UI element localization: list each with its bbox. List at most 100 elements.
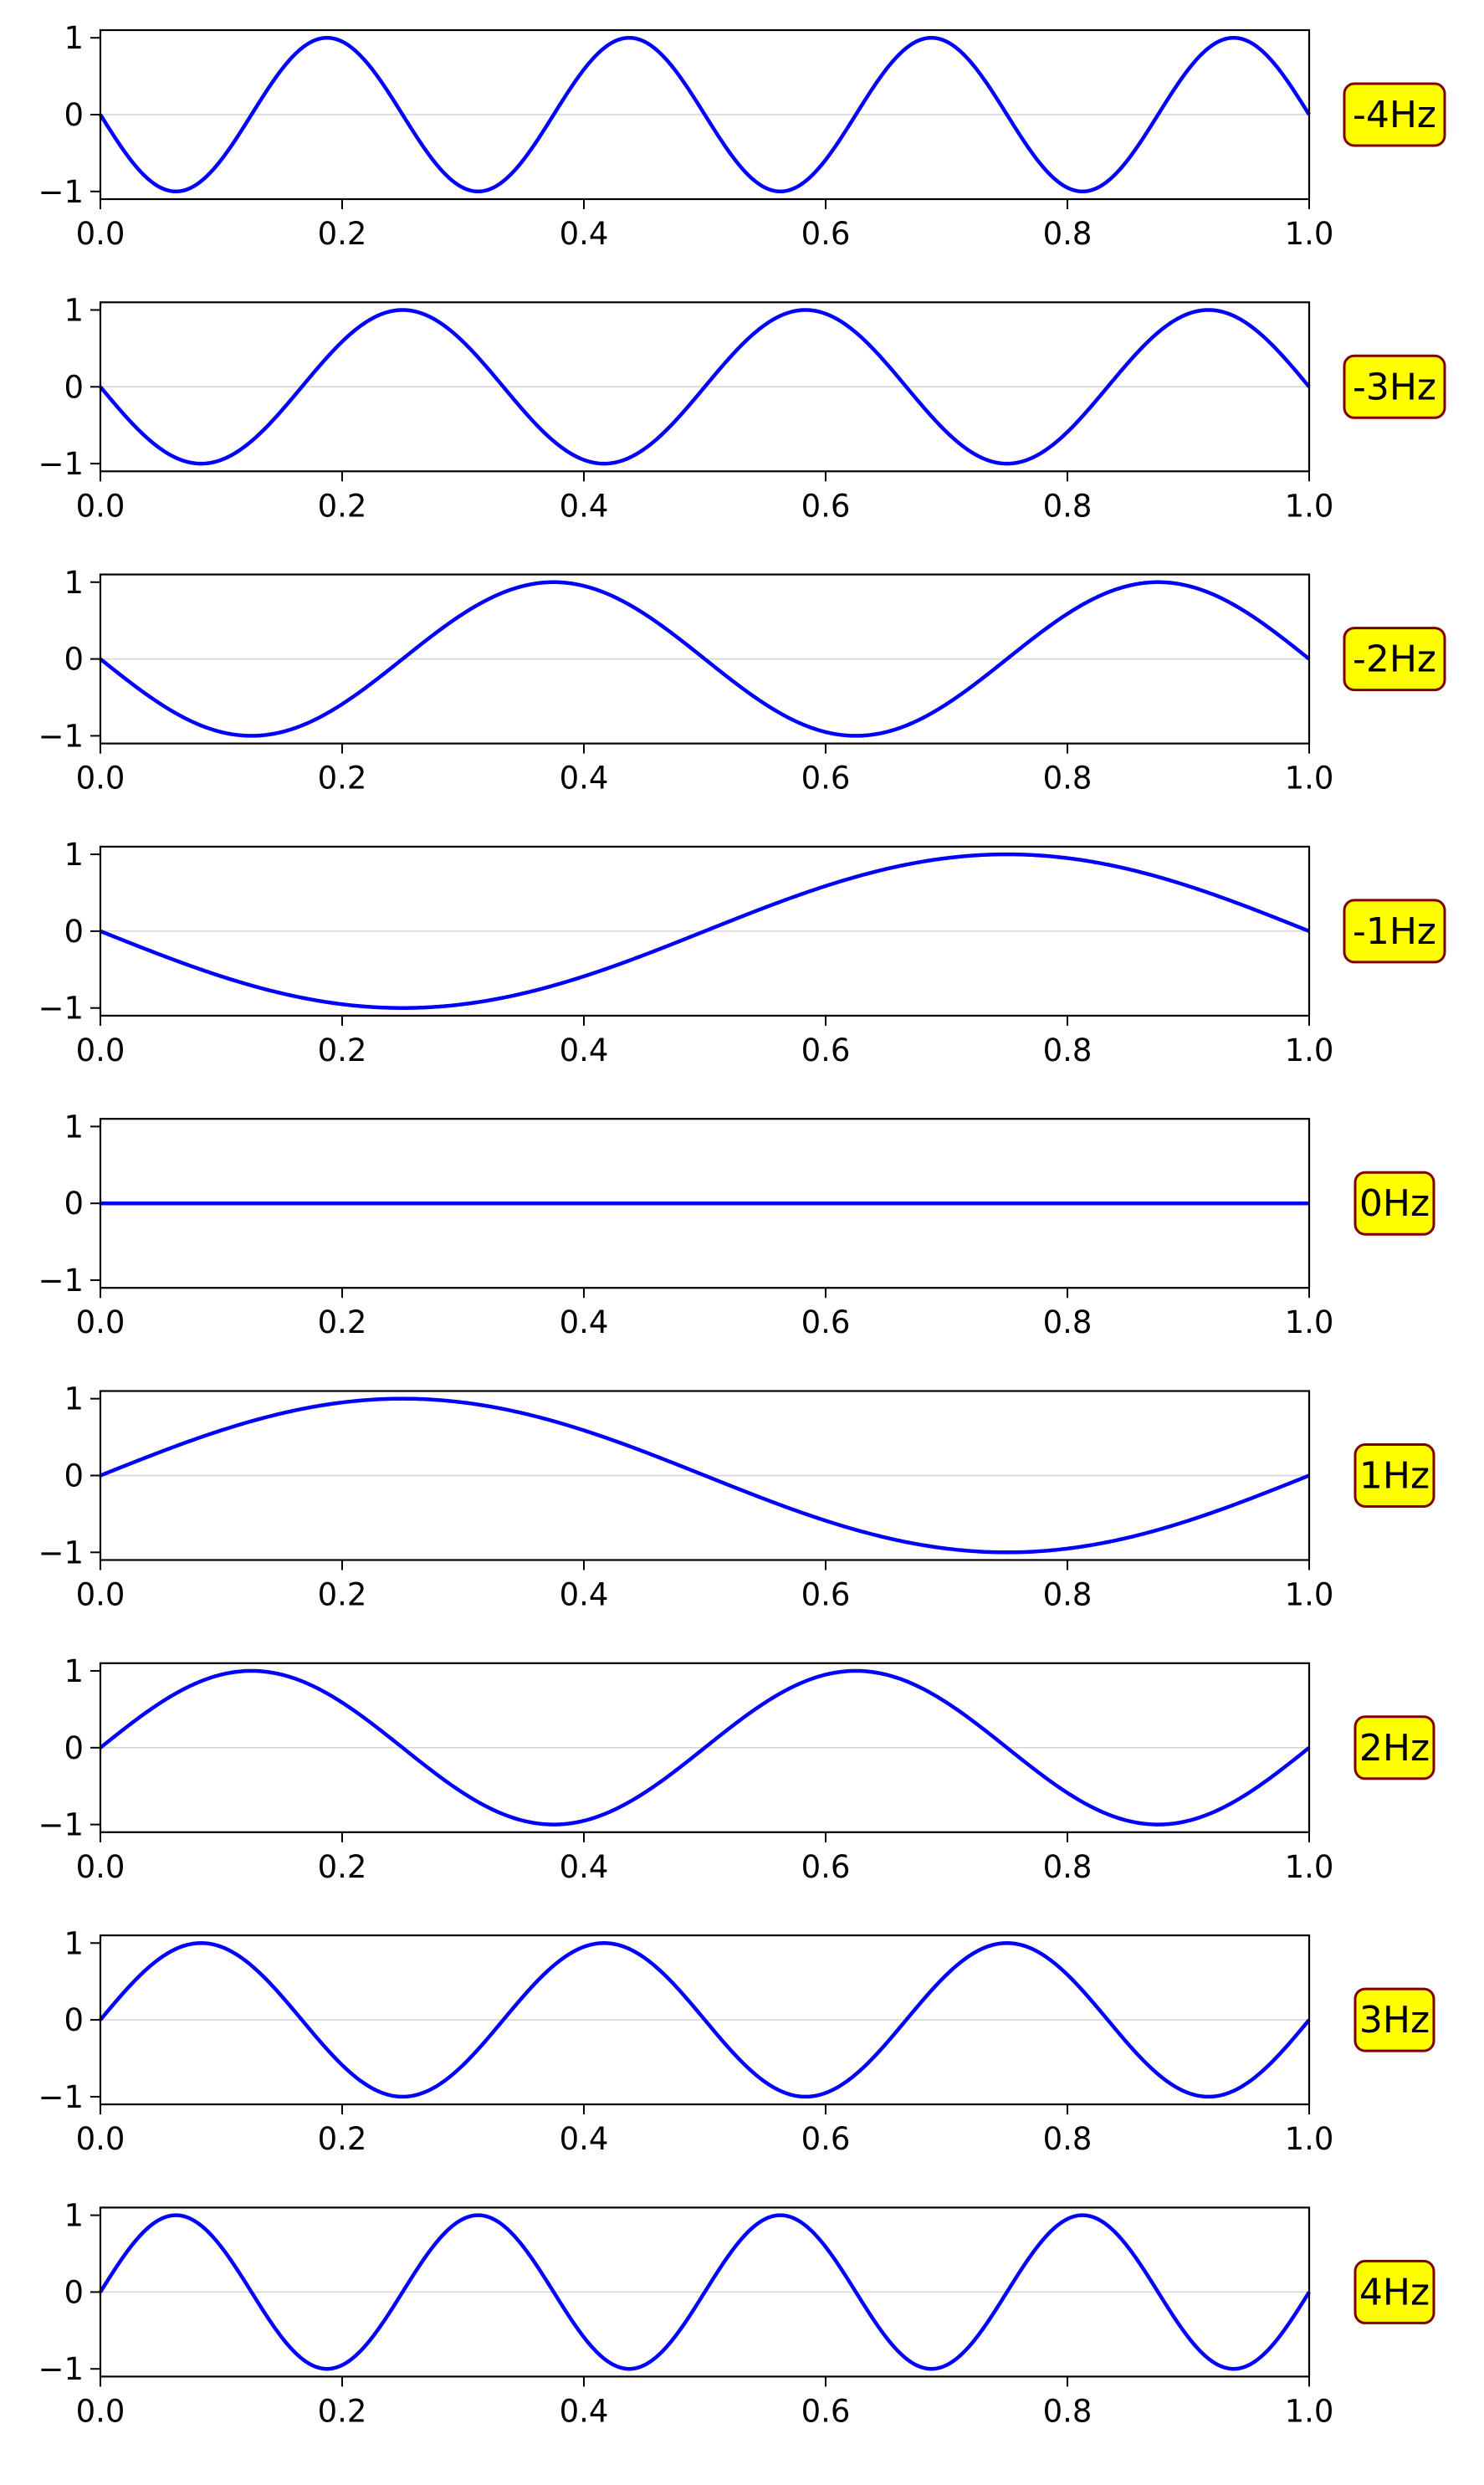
frequency-label-box <box>1343 354 1446 419</box>
x-tick-label: 0.2 <box>318 216 367 252</box>
x-tick-label: 1.0 <box>1285 216 1334 252</box>
x-tick-label: 0.4 <box>560 488 609 524</box>
x-tick-label: 0.2 <box>318 1304 367 1340</box>
x-tick-label: 1.0 <box>1285 488 1334 524</box>
subplot: 0.0 0.2 0.4 0.6 0.8 1.0 1 0 −1 3Hz <box>38 1925 1435 2157</box>
x-tick-label: 0.6 <box>801 216 851 252</box>
x-tick-label: 0.6 <box>801 1577 851 1613</box>
y-tick-label: 0 <box>64 2002 84 2038</box>
y-tick-label: 1 <box>64 1653 84 1689</box>
series-line <box>99 35 1311 194</box>
x-tick-label: 0.0 <box>76 2121 125 2157</box>
x-tick-label: 0.2 <box>318 2121 367 2157</box>
x-tick-label: 1.0 <box>1285 1304 1334 1340</box>
x-tick-label: 0.2 <box>318 1849 367 1885</box>
frequency-label-box <box>1354 1715 1435 1780</box>
y-tick-label: −1 <box>38 1535 84 1570</box>
x-tick-label: 0.2 <box>318 488 367 524</box>
y-tick-label: 0 <box>64 97 84 133</box>
series-line <box>99 1941 1311 2099</box>
x-tick-label: 0.4 <box>560 1849 609 1885</box>
y-tick-label: 1 <box>64 2198 84 2234</box>
series-line <box>100 852 1310 1010</box>
x-tick-label: 1.0 <box>1285 1849 1334 1885</box>
x-tick-label: 0.2 <box>318 1577 367 1613</box>
subplot: 0.0 0.2 0.4 0.6 0.8 1.0 1 0 −1 4Hz <box>38 2198 1435 2429</box>
x-tick-label: 0.4 <box>560 761 609 797</box>
y-tick-label: 1 <box>64 1925 84 1961</box>
subplot: 0.0 0.2 0.4 0.6 0.8 1.0 1 0 −1 0Hz <box>38 1109 1435 1340</box>
x-tick-label: 0.8 <box>1043 488 1093 524</box>
series-line <box>99 580 1311 738</box>
frequency-label-box <box>1354 2259 1435 2324</box>
x-tick-label: 0.8 <box>1043 1577 1093 1613</box>
frequency-label: -1Hz <box>1353 910 1436 953</box>
x-tick-label: 0.6 <box>801 1849 851 1885</box>
x-tick-label: 0.8 <box>1043 2121 1093 2157</box>
x-tick-label: 0.6 <box>801 2393 851 2429</box>
frequency-label: 2Hz <box>1359 1727 1430 1770</box>
x-tick-label: 0.6 <box>801 1304 851 1340</box>
y-tick-label: 1 <box>64 1109 84 1145</box>
frequency-label: -4Hz <box>1353 94 1436 136</box>
x-tick-label: 0.2 <box>318 1032 367 1068</box>
y-tick-label: 0 <box>64 914 84 950</box>
x-tick-label: 0.2 <box>318 761 367 797</box>
x-tick-label: 0.2 <box>318 2393 367 2429</box>
y-tick-label: 1 <box>64 292 84 328</box>
frequency-label-box <box>1343 899 1446 964</box>
y-tick-label: −1 <box>38 1263 84 1299</box>
x-tick-label: 0.4 <box>560 1032 609 1068</box>
frequency-label: 4Hz <box>1359 2271 1430 2313</box>
y-tick-label: 0 <box>64 1186 84 1222</box>
x-tick-label: 0.6 <box>801 488 851 524</box>
x-tick-label: 0.0 <box>76 1577 125 1613</box>
x-tick-label: 0.0 <box>76 2393 125 2429</box>
x-tick-label: 0.6 <box>801 761 851 797</box>
y-tick-label: −1 <box>38 2079 84 2115</box>
y-tick-label: −1 <box>38 1807 84 1843</box>
x-tick-label: 0.0 <box>76 1032 125 1068</box>
y-tick-label: 1 <box>64 1381 84 1417</box>
subplot: 0.0 0.2 0.4 0.6 0.8 1.0 1 0 −1 -3Hz <box>38 292 1446 524</box>
x-tick-label: 0.0 <box>76 488 125 524</box>
x-tick-label: 0.0 <box>76 1849 125 1885</box>
subplot: 0.0 0.2 0.4 0.6 0.8 1.0 1 0 −1 1Hz <box>38 1381 1435 1613</box>
x-tick-label: 1.0 <box>1285 1032 1334 1068</box>
y-tick-label: 1 <box>64 837 84 873</box>
y-tick-label: 1 <box>64 20 84 56</box>
y-tick-label: −1 <box>38 174 84 210</box>
frequency-label: -2Hz <box>1353 638 1436 681</box>
y-tick-label: −1 <box>38 718 84 754</box>
x-tick-label: 0.0 <box>76 1304 125 1340</box>
y-tick-label: −1 <box>38 991 84 1027</box>
subplot: 0.0 0.2 0.4 0.6 0.8 1.0 1 0 −1 -1Hz <box>38 837 1446 1068</box>
frequency-label-box <box>1354 1443 1435 1508</box>
frequency-label: 1Hz <box>1359 1455 1430 1498</box>
y-tick-label: 0 <box>64 1458 84 1494</box>
subplot: 0.0 0.2 0.4 0.6 0.8 1.0 1 0 −1 2Hz <box>38 1653 1435 1885</box>
subplots-container: 0.0 0.2 0.4 0.6 0.8 1.0 1 0 −1 -4Hz 0.0 0.2 0.4 0.6 0.… <box>38 20 1446 2429</box>
frequency-label-box <box>1343 627 1446 692</box>
frequency-label-box <box>1354 1171 1435 1236</box>
x-tick-label: 0.8 <box>1043 2393 1093 2429</box>
x-tick-label: 0.4 <box>560 2121 609 2157</box>
x-tick-label: 1.0 <box>1285 2393 1334 2429</box>
series-line <box>99 1668 1311 1827</box>
x-tick-label: 0.8 <box>1043 1032 1093 1068</box>
frequency-label-box <box>1343 82 1446 147</box>
x-tick-label: 0.6 <box>801 2121 851 2157</box>
y-tick-label: 0 <box>64 2274 84 2310</box>
series-line <box>99 308 1311 466</box>
y-tick-label: 0 <box>64 642 84 678</box>
x-tick-label: 0.0 <box>76 216 125 252</box>
x-tick-label: 0.4 <box>560 1304 609 1340</box>
x-tick-label: 1.0 <box>1285 1577 1334 1613</box>
series-line <box>99 2213 1311 2371</box>
series-line <box>100 1396 1310 1555</box>
x-tick-label: 0.8 <box>1043 761 1093 797</box>
x-tick-label: 1.0 <box>1285 2121 1334 2157</box>
x-tick-label: 0.8 <box>1043 1304 1093 1340</box>
y-tick-label: 0 <box>64 1730 84 1766</box>
